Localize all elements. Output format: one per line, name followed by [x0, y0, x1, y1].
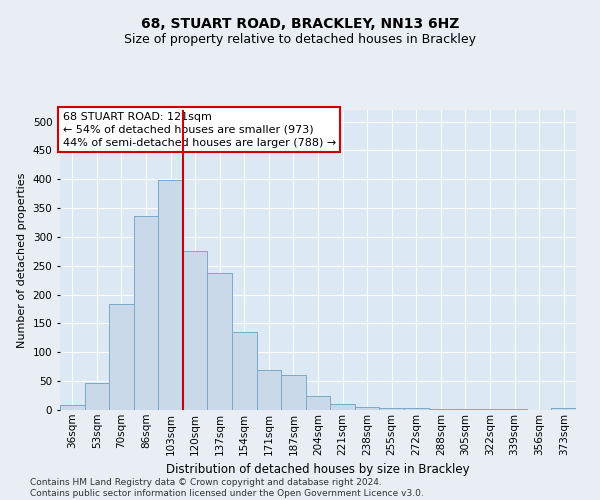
- Text: Size of property relative to detached houses in Brackley: Size of property relative to detached ho…: [124, 32, 476, 46]
- Text: 68, STUART ROAD, BRACKLEY, NN13 6HZ: 68, STUART ROAD, BRACKLEY, NN13 6HZ: [141, 18, 459, 32]
- Bar: [109, 304, 134, 410]
- Bar: [183, 251, 208, 410]
- Bar: [134, 216, 158, 410]
- Bar: [330, 404, 355, 410]
- Bar: [158, 180, 183, 410]
- Bar: [551, 408, 576, 410]
- Bar: [208, 272, 232, 410]
- Bar: [232, 332, 257, 410]
- Bar: [257, 370, 281, 410]
- Y-axis label: Number of detached properties: Number of detached properties: [17, 172, 27, 348]
- Bar: [404, 408, 428, 410]
- Bar: [379, 408, 404, 410]
- Bar: [281, 375, 306, 410]
- Bar: [428, 409, 453, 410]
- Bar: [85, 384, 109, 410]
- Bar: [60, 405, 85, 410]
- Text: Contains HM Land Registry data © Crown copyright and database right 2024.
Contai: Contains HM Land Registry data © Crown c…: [30, 478, 424, 498]
- Bar: [355, 406, 379, 410]
- X-axis label: Distribution of detached houses by size in Brackley: Distribution of detached houses by size …: [166, 463, 470, 476]
- Text: 68 STUART ROAD: 121sqm
← 54% of detached houses are smaller (973)
44% of semi-de: 68 STUART ROAD: 121sqm ← 54% of detached…: [62, 112, 336, 148]
- Bar: [306, 396, 330, 410]
